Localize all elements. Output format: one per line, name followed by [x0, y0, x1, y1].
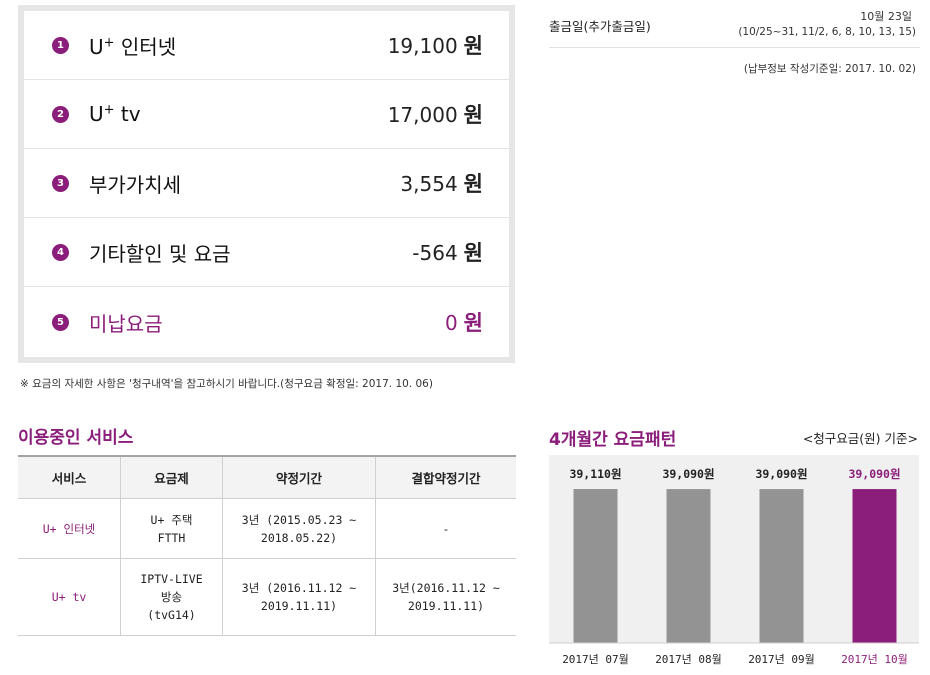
bill-item-label: U+ 인터넷	[89, 34, 177, 59]
chart-bar	[852, 489, 897, 643]
bill-item-label: U+ tv	[89, 102, 141, 126]
services-table: 서비스 요금제 약정기간 결합약정기간 U+ 인터넷 U+ 주택 FTTH 3년 (2…	[18, 455, 516, 636]
item-number-badge: 5	[52, 313, 69, 331]
col-plan: 요금제	[120, 455, 223, 499]
bill-item: 3 부가가치세 3,554 원	[24, 149, 509, 218]
bill-item: 2 U+ tv 17,000 원	[24, 80, 509, 149]
bill-item-amount: 17,000 원	[387, 103, 483, 127]
contract-period-cell: 3년 (2015.05.23 ~2018.05.22)	[222, 498, 376, 559]
item-number-badge: 1	[52, 36, 69, 54]
bill-item: 4 기타할인 및 요금 -564 원	[24, 218, 509, 287]
chart-value-label: 39,110원	[569, 467, 621, 481]
withdrawal-extra-dates: (10/25~31, 11/2, 6, 8, 10, 13, 15)	[738, 26, 916, 38]
chart-bar	[666, 489, 711, 643]
bundle-period-cell: -	[375, 498, 516, 559]
chart-category-label: 2017년 08월	[655, 653, 722, 666]
col-bundle-contract: 결합약정기간	[375, 455, 516, 499]
pattern-title: 4개월간 요금패턴	[549, 430, 677, 450]
bill-summary-box: 1 U+ 인터넷 19,100 원 2 U+ tv 17,000 원 3 부가가치세 3,554 원 4…	[18, 5, 515, 363]
chart-category-label: 2017년 10월	[841, 653, 908, 666]
col-contract: 약정기간	[222, 455, 376, 499]
bill-list: 1 U+ 인터넷 19,100 원 2 U+ tv 17,000 원 3 부가가치세 3,554 원 4…	[24, 11, 509, 357]
bill-item-label: 부가가치세	[89, 172, 181, 197]
withdrawal-label: 출금일(추가출금일)	[549, 19, 651, 34]
contract-period-cell: 3년 (2016.11.12 ~2019.11.11)	[222, 558, 376, 636]
divider	[549, 47, 920, 48]
bill-item-amount: -564 원	[412, 241, 483, 265]
bill-item-label: 기타할인 및 요금	[89, 241, 231, 266]
bill-item-label: 미납요금	[89, 311, 163, 336]
table-row: U+ 인터넷 U+ 주택 FTTH 3년 (2015.05.23 ~2018.05.2…	[18, 498, 516, 559]
charge-pattern-chart: 39,110원 2017년 07월 39,090원 2017년 08월 39,090원 2…	[549, 455, 919, 666]
services-header-row: 서비스 요금제 약정기간 결합약정기간	[18, 455, 516, 499]
chart-category-label: 2017년 07월	[562, 653, 629, 666]
chart-bar	[759, 489, 804, 643]
bill-item: 1 U+ 인터넷 19,100 원	[24, 11, 509, 80]
bill-item: 5 미납요금 0 원	[24, 287, 509, 357]
bill-item-amount: 19,100 원	[387, 34, 483, 58]
service-name-cell: U+ tv	[18, 558, 121, 636]
chart-value-label: 39,090원	[662, 467, 714, 481]
chart-value-label: 39,090원	[755, 467, 807, 481]
chart-value-label: 39,090원	[848, 467, 900, 481]
item-number-badge: 4	[52, 243, 69, 261]
item-number-badge: 2	[52, 105, 69, 123]
chart-unit-note: <청구요금(원) 기준>	[802, 431, 918, 446]
bundle-period-cell: 3년(2016.11.12 ~2019.11.11)	[375, 558, 516, 636]
payment-info-reference: (납부정보 작성기준일: 2017. 10. 02)	[743, 63, 916, 75]
plan-cell: U+ 주택 FTTH	[120, 498, 223, 559]
service-name-cell: U+ 인터넷	[18, 498, 121, 559]
table-row: U+ tv IPTV-LIVE 방송 (tvG14) 3년 (2016.11.12 ~2…	[18, 558, 516, 636]
item-number-badge: 3	[52, 174, 69, 192]
withdrawal-date: 10월 23일	[860, 10, 912, 23]
chart-bar	[573, 489, 618, 643]
col-service: 서비스	[18, 455, 121, 499]
bill-item-amount: 3,554 원	[400, 172, 483, 196]
chart-category-label: 2017년 09월	[748, 653, 815, 666]
bill-notice: ※ 요금의 자세한 사항은 '청구내역'을 참고하시기 바랍니다.(청구요금 확…	[20, 378, 433, 390]
plan-cell: IPTV-LIVE 방송 (tvG14)	[120, 558, 223, 636]
services-title: 이용중인 서비스	[18, 428, 134, 448]
